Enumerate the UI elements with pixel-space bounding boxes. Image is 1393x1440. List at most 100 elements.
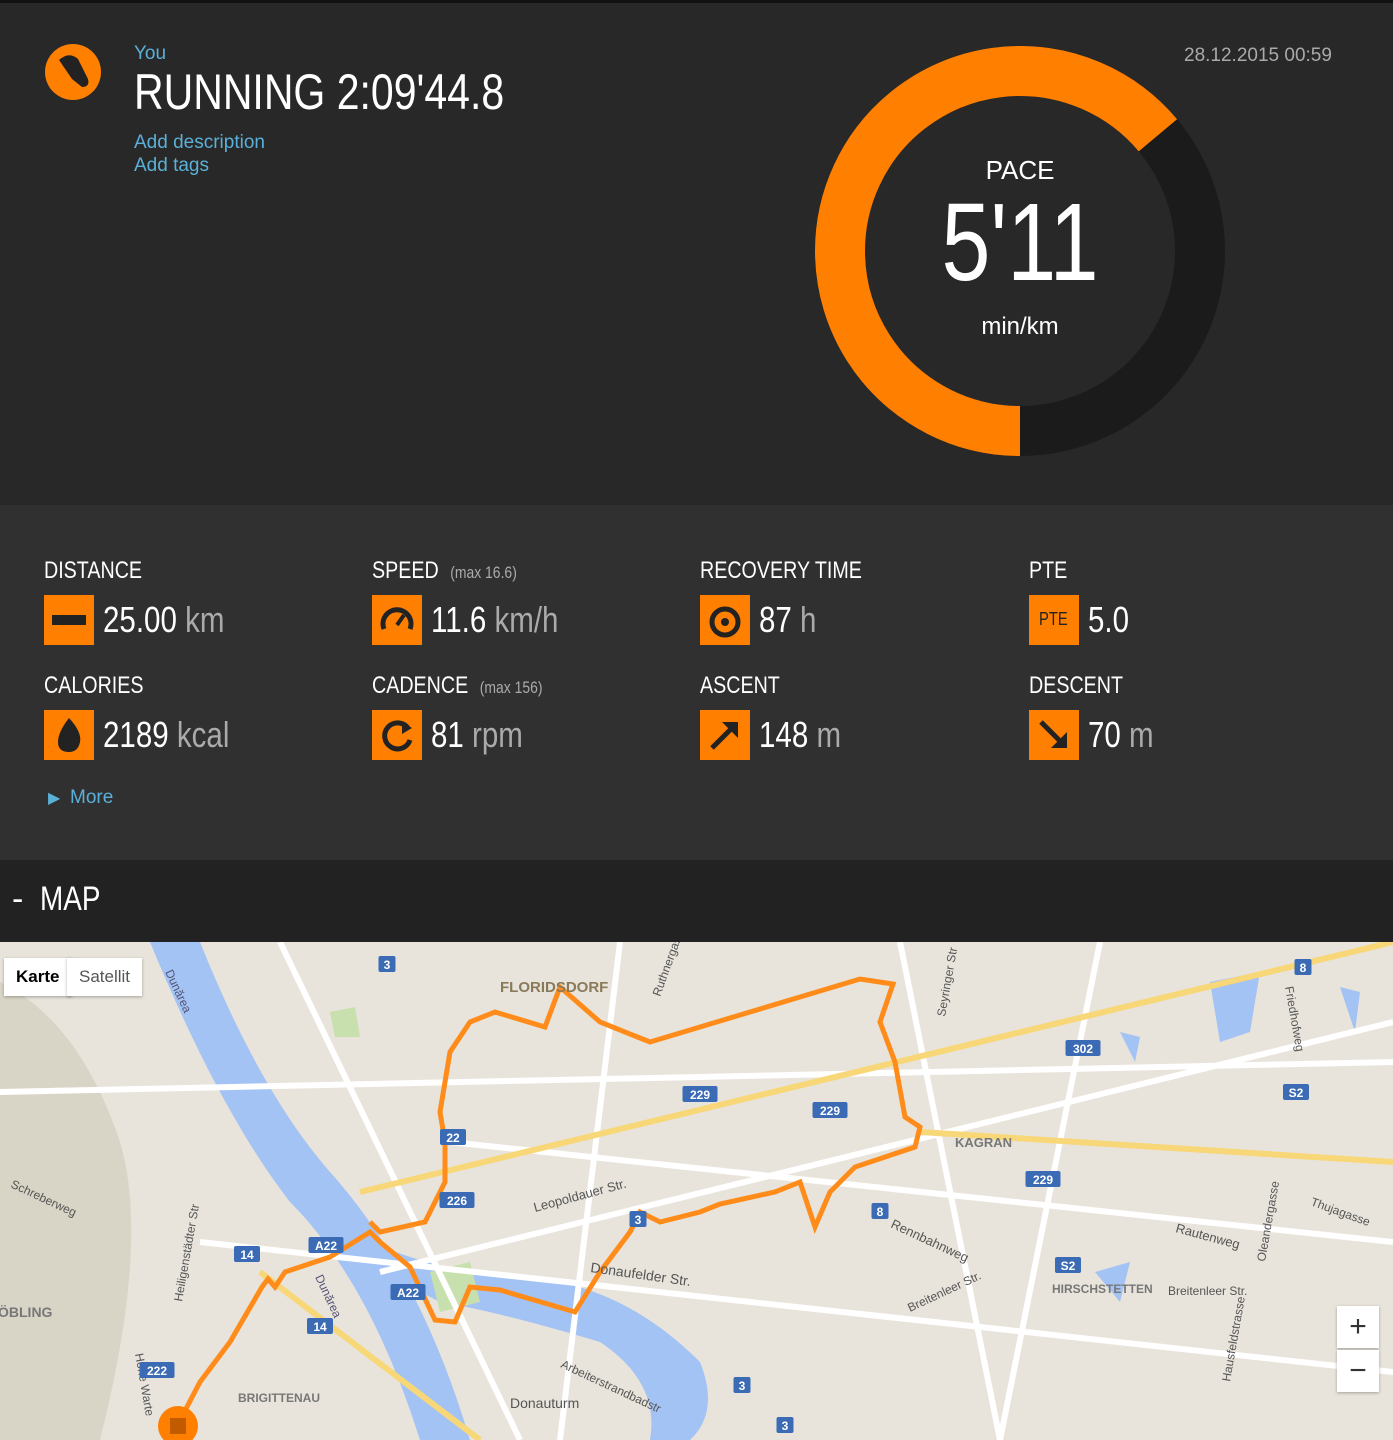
map-type-satellit[interactable]: Satellit — [67, 958, 143, 996]
road-number: 14 — [240, 1248, 254, 1262]
road-shield — [629, 1211, 647, 1227]
road-number: 302 — [1073, 1042, 1093, 1056]
stat-label: SPEED (max 16.6) — [372, 557, 517, 585]
stat-icon — [44, 710, 94, 760]
stat-name: PTE — [1029, 557, 1068, 584]
stat-name: CALORIES — [44, 672, 144, 699]
map-label: Hausfeldstrasse — [1219, 1295, 1248, 1382]
road-shield — [440, 1129, 466, 1145]
pace-unit: min/km — [981, 313, 1059, 340]
icon-glyph — [382, 720, 413, 752]
activity-title: RUNNING 2:09'44.8 — [134, 64, 505, 120]
road-shield — [1065, 1040, 1101, 1056]
stat-value: 148 m — [759, 714, 841, 756]
stat-name: RECOVERY TIME — [700, 557, 862, 584]
road-shield — [308, 1237, 344, 1253]
user-name[interactable]: You — [134, 43, 167, 64]
stat-icon — [700, 710, 750, 760]
map-type-karte[interactable]: Karte — [4, 958, 73, 996]
value: 2189 — [103, 714, 169, 755]
road-shield — [871, 1203, 889, 1219]
road-number: 14 — [313, 1320, 327, 1334]
road-number: 3 — [739, 1379, 746, 1393]
map-label: KAGRAN — [955, 1135, 1012, 1150]
stat-max: (max 16.6) — [450, 563, 517, 582]
road-shield — [733, 1377, 751, 1393]
map-label: Thujagasse — [1309, 1195, 1372, 1229]
map-label: Friedhofweg — [1282, 985, 1307, 1052]
add-description[interactable]: Add description — [134, 132, 265, 153]
map[interactable]: FLORIDSDORF KAGRAN HIRSCHSTETTEN BRIGITTENA… — [0, 942, 1393, 1440]
sport-icon — [45, 44, 101, 100]
stat-name: DISTANCE — [44, 557, 143, 584]
map-label: Donauturm — [510, 1395, 579, 1411]
road-shield — [439, 1192, 475, 1208]
map-label: Ruthnergasse — [650, 942, 689, 998]
road-number: S2 — [1289, 1086, 1304, 1100]
more-link[interactable]: More — [70, 787, 114, 808]
road-number: A22 — [397, 1286, 419, 1300]
stat-name: SPEED — [372, 557, 439, 584]
stat-label: PTE — [1029, 557, 1067, 585]
value: 87 — [759, 599, 792, 640]
stat-value: 2189 kcal — [103, 714, 229, 756]
header-panel: You RUNNING 2:09'44.8 Add description Ad… — [0, 0, 1393, 505]
unit: kcal — [176, 714, 230, 755]
map-label: ÖBLING — [0, 1304, 53, 1320]
road-number: 22 — [446, 1131, 460, 1145]
road-shield — [776, 1417, 794, 1433]
stat-max: (max 156) — [479, 678, 543, 697]
map-label: Hohe Warte — [132, 1352, 157, 1417]
stat-value: 87 h — [759, 599, 816, 641]
map-label: Heiligenstädter Str — [171, 1203, 202, 1303]
road-number: 3 — [384, 958, 391, 972]
road-number: 226 — [447, 1194, 467, 1208]
stat-label: DISTANCE — [44, 557, 142, 585]
zoom-out[interactable]: − — [1337, 1350, 1379, 1392]
zoom-in[interactable]: + — [1337, 1306, 1379, 1348]
map-label: HIRSCHSTETTEN — [1052, 1282, 1153, 1296]
map-label: Leopoldauer Str. — [532, 1176, 628, 1215]
map-label: BRIGITTENAU — [238, 1391, 320, 1405]
road-number: 3 — [782, 1419, 789, 1433]
road-shield — [1294, 959, 1312, 975]
map-label: Breitenleer Str. — [1168, 1284, 1247, 1298]
stat-label: ASCENT — [700, 672, 780, 700]
road-shield — [139, 1362, 175, 1378]
unit: m — [1129, 714, 1154, 755]
value: 70 — [1088, 714, 1121, 755]
road-shield — [682, 1086, 718, 1102]
stat-label: DESCENT — [1029, 672, 1123, 700]
more-arrow[interactable]: ▶ — [48, 790, 61, 807]
stat-icon — [1029, 710, 1079, 760]
map-header[interactable]: - MAP — [0, 860, 1393, 942]
road-number: 8 — [1300, 961, 1307, 975]
stat-label: CALORIES — [44, 672, 144, 700]
unit: km/h — [494, 599, 559, 640]
icon-glyph — [1039, 720, 1067, 748]
road-shield — [307, 1318, 333, 1334]
stat-name: CADENCE — [372, 672, 469, 699]
value: 25.00 — [103, 599, 177, 640]
icon-glyph — [52, 615, 86, 625]
collapse-toggle[interactable]: - — [12, 880, 24, 918]
stat-icon — [372, 595, 422, 645]
icon-glyph — [58, 718, 81, 752]
map-canvas: FLORIDSDORF KAGRAN HIRSCHSTETTEN BRIGITTENA… — [0, 942, 1393, 1440]
road-shield — [812, 1102, 848, 1118]
road-shield — [234, 1246, 260, 1262]
road-shield — [1055, 1257, 1081, 1273]
road-number: 8 — [877, 1205, 884, 1219]
map-label: Seyringer Str — [934, 946, 960, 1017]
road-number: 229 — [690, 1088, 710, 1102]
road-shield — [1025, 1171, 1061, 1187]
add-tags[interactable]: Add tags — [134, 155, 209, 176]
icon-glyph — [710, 722, 738, 750]
road-number: A22 — [315, 1239, 337, 1253]
icon-text: PTE — [1039, 609, 1068, 629]
stat-icon — [372, 710, 422, 760]
stat-label: RECOVERY TIME — [700, 557, 862, 585]
stat-name: ASCENT — [700, 672, 780, 699]
icon-glyph — [380, 607, 414, 630]
